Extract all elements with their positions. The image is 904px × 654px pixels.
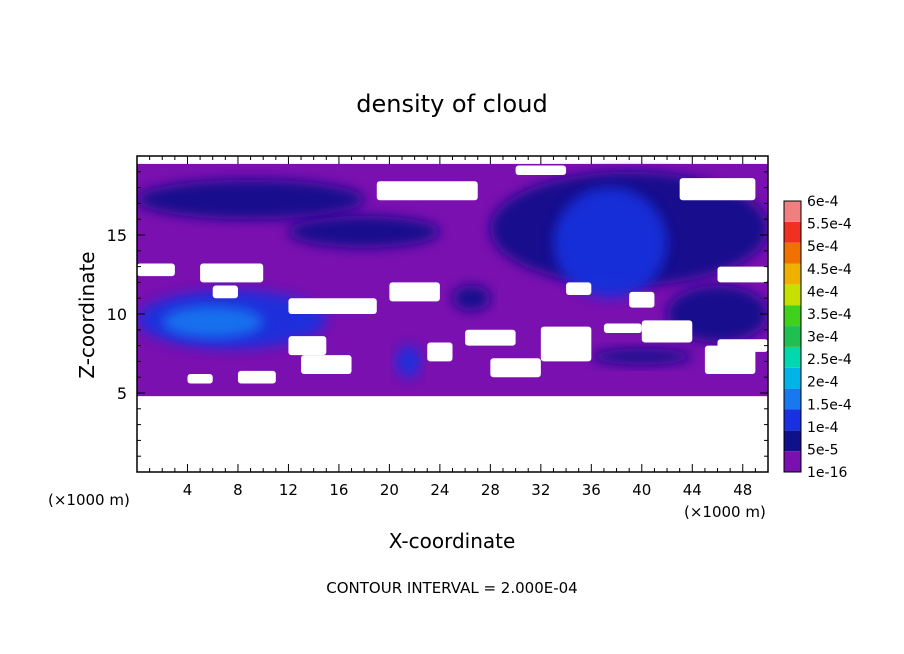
colorbar-label: 4.5e-4 — [807, 262, 852, 278]
field-region — [591, 348, 693, 365]
colorbar-label: 1e-16 — [807, 465, 847, 481]
colorbar-swatch — [784, 346, 801, 368]
x-tick-label: 48 — [733, 481, 752, 499]
missing-data-gap — [641, 320, 693, 343]
colorbar-swatch — [784, 284, 801, 306]
colorbar-label: 1e-4 — [807, 420, 839, 436]
colorbar-label: 1.5e-4 — [807, 397, 852, 413]
colorbar-swatch — [784, 367, 801, 389]
x-tick-label: 4 — [183, 481, 193, 499]
colorbar-label: 5.5e-4 — [807, 217, 852, 233]
field-region — [395, 345, 421, 378]
field-region — [667, 285, 768, 343]
missing-data-gap — [301, 355, 352, 375]
x-tick-label: 28 — [481, 481, 500, 499]
colorbar-frame — [783, 200, 802, 473]
x-tick-label: 24 — [430, 481, 449, 499]
y-tick-label: 10 — [107, 305, 127, 324]
plot-area — [137, 163, 768, 397]
colorbar-swatch — [784, 263, 801, 285]
missing-data-gap — [288, 336, 327, 356]
missing-data-gap — [717, 339, 768, 352]
colorbar-label: 2.5e-4 — [807, 352, 852, 368]
missing-data-gap — [465, 329, 516, 346]
colorbar-label: 3.5e-4 — [807, 307, 852, 323]
field-region — [162, 306, 264, 338]
missing-data-gap — [200, 263, 264, 283]
missing-data-gap — [679, 178, 756, 201]
missing-data-gap — [515, 165, 567, 175]
field-region — [452, 285, 491, 311]
missing-data-gap — [717, 266, 768, 283]
x-axis-label: X-coordinate — [389, 529, 516, 553]
x-unit-right: (×1000 m) — [684, 503, 766, 521]
missing-data-gap — [629, 291, 655, 308]
missing-data-gap — [389, 282, 440, 302]
y-axis-label: Z-coordinate — [75, 251, 99, 378]
colorbar-swatch — [784, 326, 801, 347]
colorbar-swatch — [784, 221, 801, 243]
colorbar-label: 5e-4 — [807, 239, 839, 255]
x-tick-label: 8 — [233, 481, 243, 499]
missing-data-gap — [137, 263, 175, 277]
field-region — [137, 179, 365, 220]
colorbar-swatch — [784, 409, 801, 431]
x-tick-label: 20 — [380, 481, 399, 499]
missing-data-gap — [187, 374, 213, 384]
colorbar: 1e-16 5e-5 1e-4 1.5e-4 2e-4 2.5e-4 3e-4 3.5e-4 4… — [783, 194, 852, 481]
y-tick-label: 5 — [117, 384, 127, 403]
chart-title: density of cloud — [356, 90, 547, 118]
x-tick-label: 44 — [683, 481, 702, 499]
x-tick-label: 40 — [632, 481, 651, 499]
x-tick-label: 36 — [582, 481, 601, 499]
y-axis: 5 10 15 — [107, 171, 768, 457]
colorbar-swatch — [784, 305, 801, 327]
colorbar-swatch — [784, 388, 801, 410]
missing-data-gap — [427, 342, 453, 362]
colorbar-label: 6e-4 — [807, 194, 839, 210]
colorbar-label: 4e-4 — [807, 284, 839, 300]
missing-data-gap — [212, 285, 238, 299]
contour-interval-note: CONTOUR INTERVAL = 2.000E-04 — [326, 579, 577, 597]
field-region — [288, 216, 440, 248]
colorbar-swatch — [784, 201, 801, 222]
colorbar-label: 2e-4 — [807, 375, 839, 391]
missing-data-gap — [490, 358, 541, 378]
colorbar-swatch — [784, 430, 801, 452]
x-unit-left: (×1000 m) — [48, 491, 130, 509]
x-tick-label: 32 — [531, 481, 550, 499]
missing-data-gap — [603, 323, 642, 333]
x-tick-label: 16 — [329, 481, 348, 499]
missing-data-gap — [566, 282, 592, 296]
x-axis: 4 8 12 16 20 24 28 32 36 40 44 48 — [149, 156, 756, 499]
colorbar-swatch — [784, 451, 801, 472]
colorbar-label: 5e-5 — [807, 442, 838, 458]
colorbar-swatch — [784, 242, 801, 264]
missing-data-gap — [704, 345, 756, 375]
missing-data-gap — [376, 181, 478, 201]
missing-data-gap — [288, 298, 377, 314]
field-region — [553, 187, 668, 299]
x-tick-label: 12 — [279, 481, 298, 499]
colorbar-label: 3e-4 — [807, 330, 839, 346]
missing-data-gap — [237, 370, 276, 384]
missing-data-gap — [540, 326, 592, 362]
y-tick-label: 15 — [107, 226, 127, 245]
